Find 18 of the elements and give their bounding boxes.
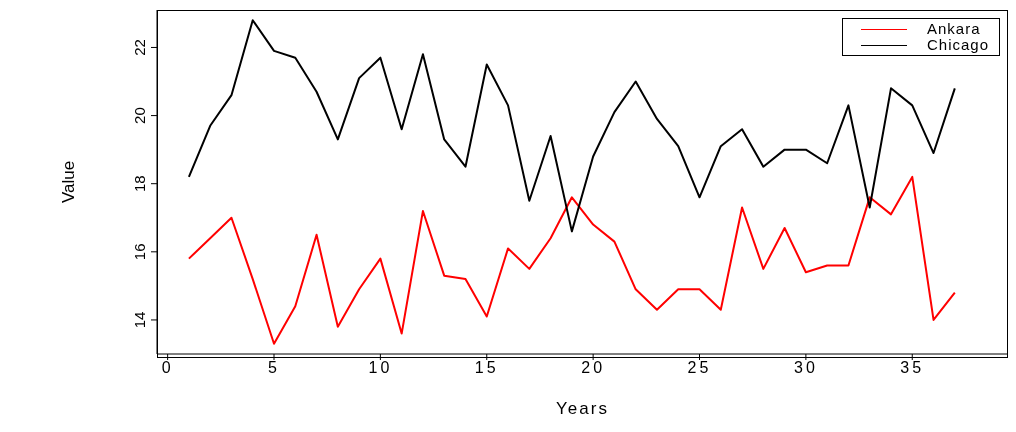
legend-label: Ankara (926, 20, 981, 37)
x-tick-label: 0 (161, 359, 174, 377)
x-tick-label: 5 (268, 359, 280, 377)
y-tick-label: 20 (131, 107, 148, 124)
x-tick-label: 10 (368, 359, 393, 377)
x-tick-label: 20 (581, 359, 606, 377)
x-tick-label: 30 (793, 359, 818, 377)
y-axis-title: Value (59, 160, 79, 204)
y-tick-label: 16 (131, 243, 148, 261)
legend-label: Chicago (926, 36, 989, 53)
y-tick-label: 18 (131, 175, 148, 193)
y-tick-label: 22 (131, 39, 148, 56)
x-tick-label: 15 (474, 359, 499, 377)
line-series (187, 175, 956, 345)
x-axis-title: Years (556, 399, 609, 418)
x-tick-label: 35 (900, 359, 925, 377)
y-tick-label: 14 (131, 311, 148, 329)
x-tick-label: 25 (687, 359, 712, 377)
